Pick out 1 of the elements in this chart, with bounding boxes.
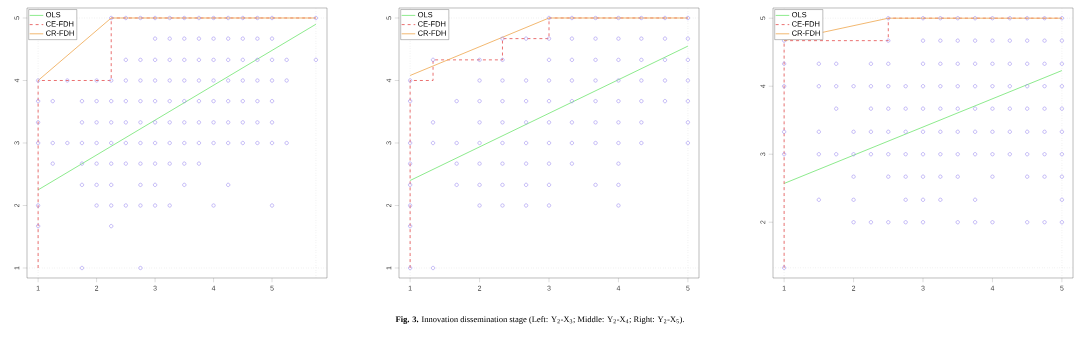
text: Fig. 3. Innovation dissemination stage (Left: Y$_{2}$-X$_{3}$; Middle: Y$_{2}$-X$_{4}$; Right: Y$_{2}$-X$_{5}$). xyxy=(395,316,684,324)
